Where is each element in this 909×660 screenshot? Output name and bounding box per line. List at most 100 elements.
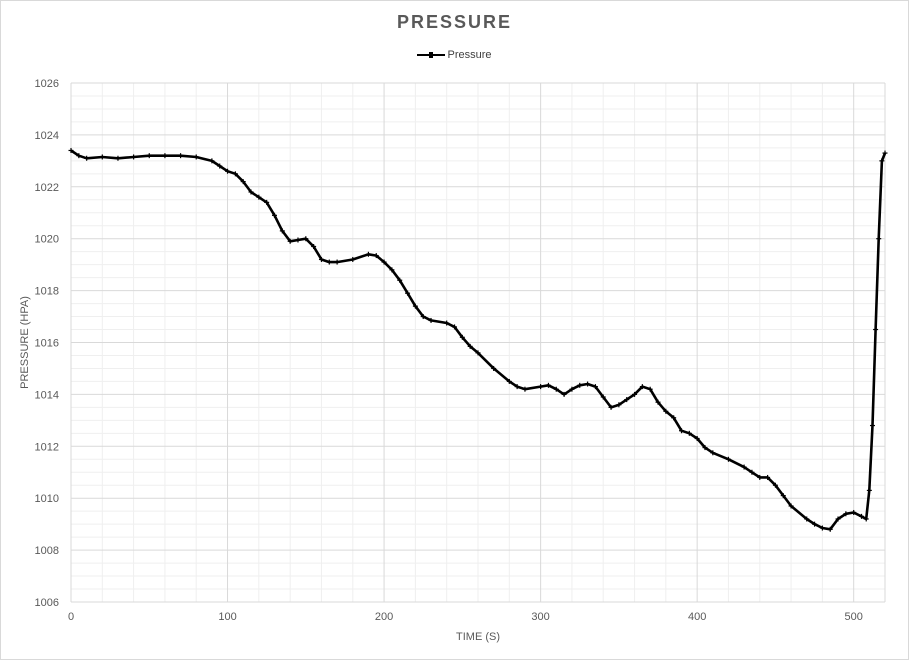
data-point: [412, 303, 418, 309]
data-point: [879, 158, 885, 164]
major-gridlines: [70, 82, 886, 603]
data-point: [788, 503, 794, 509]
data-point: [248, 189, 254, 195]
data-point: [279, 228, 285, 234]
data-point: [876, 236, 882, 242]
data-point: [671, 415, 677, 421]
legend: Pressure: [0, 49, 909, 61]
data-point: [256, 194, 262, 200]
data-point: [193, 154, 199, 160]
y-tick-label: 1010: [35, 493, 59, 505]
data-point: [553, 386, 559, 392]
y-axis-ticks: 1006 1008 1010 1012 1014 1016 1018 1020 1022 1024…: [35, 78, 59, 609]
data-point: [843, 511, 849, 517]
data-point: [873, 327, 879, 333]
data-point: [467, 343, 473, 349]
x-tick-label: 200: [375, 611, 393, 623]
data-point: [585, 381, 591, 387]
data-point: [318, 256, 324, 262]
y-axis-title: PRESSURE (HPA): [19, 296, 31, 389]
legend-swatch: [417, 49, 446, 61]
data-point: [882, 150, 888, 156]
data-point: [303, 236, 309, 242]
data-point: [835, 516, 841, 522]
data-point: [749, 469, 755, 475]
data-point: [851, 509, 857, 515]
data-point: [295, 237, 301, 243]
data-point: [522, 386, 528, 392]
data-point: [780, 493, 786, 499]
data-point: [373, 253, 379, 259]
data-point: [240, 179, 246, 185]
data-point: [866, 487, 872, 493]
data-point: [827, 526, 833, 532]
data-point: [225, 168, 231, 174]
x-axis-title: TIME (S): [456, 631, 500, 643]
data-point: [725, 456, 731, 462]
data-point: [639, 384, 645, 390]
data-point: [146, 153, 152, 159]
data-point: [545, 382, 551, 388]
x-tick-label: 0: [68, 611, 74, 623]
data-point: [600, 394, 606, 400]
x-tick-label: 500: [845, 611, 863, 623]
data-point: [624, 397, 630, 403]
data-point: [863, 516, 869, 522]
data-point: [287, 238, 293, 244]
data-point: [209, 158, 215, 164]
data-point: [365, 251, 371, 257]
data-point: [405, 290, 411, 296]
data-point: [577, 382, 583, 388]
data-point: [655, 399, 661, 405]
data-point: [616, 402, 622, 408]
data-point: [514, 384, 520, 390]
data-point: [819, 525, 825, 531]
data-point: [475, 350, 481, 356]
y-tick-label: 1012: [35, 441, 59, 453]
x-tick-label: 400: [688, 611, 706, 623]
data-point: [765, 474, 771, 480]
y-tick-label: 1014: [35, 389, 59, 401]
data-point: [506, 378, 512, 384]
data-point: [217, 163, 223, 169]
data-point: [68, 147, 74, 153]
data-point: [663, 408, 669, 414]
data-point: [679, 428, 684, 434]
data-point: [264, 199, 270, 205]
data-point: [444, 320, 450, 326]
data-point: [869, 423, 875, 429]
data-point: [84, 155, 90, 161]
data-point: [452, 324, 458, 330]
data-point: [381, 259, 387, 265]
data-point: [334, 259, 340, 265]
data-point: [99, 154, 105, 160]
y-tick-label: 1020: [35, 234, 59, 246]
data-point: [686, 430, 692, 436]
data-point: [694, 436, 700, 442]
data-point: [859, 513, 865, 519]
y-tick-label: 1008: [35, 545, 59, 557]
data-point: [178, 153, 184, 159]
data-point: [420, 314, 426, 320]
x-tick-label: 300: [531, 611, 549, 623]
data-point: [162, 153, 168, 159]
data-point: [538, 384, 544, 390]
y-tick-label: 1022: [35, 182, 59, 194]
data-point: [76, 153, 82, 159]
data-point: [757, 474, 763, 480]
y-tick-label: 1026: [35, 78, 59, 90]
series-pressure: [68, 147, 888, 532]
data-point: [272, 212, 277, 218]
x-axis-ticks: 0 100 200 300 400 500: [68, 611, 863, 623]
data-point: [131, 154, 137, 160]
data-point: [561, 391, 567, 397]
data-point: [608, 404, 614, 410]
data-point: [428, 317, 434, 323]
data-point: [569, 386, 575, 392]
data-point: [232, 171, 238, 177]
data-point: [702, 445, 708, 451]
data-point: [311, 243, 317, 249]
data-point: [326, 259, 332, 265]
data-point: [592, 384, 598, 390]
